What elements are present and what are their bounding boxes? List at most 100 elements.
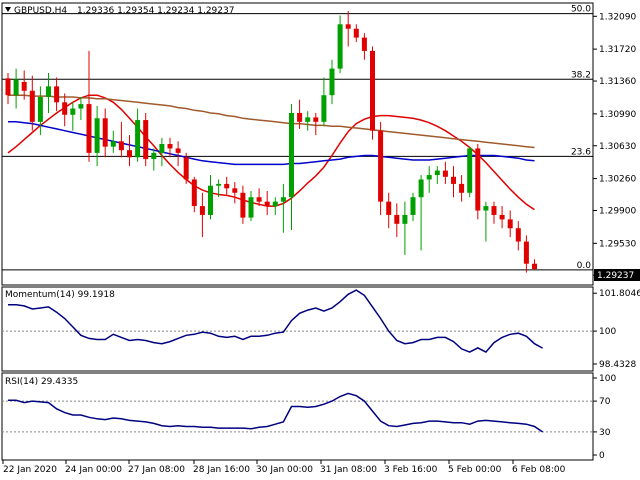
time-axis: 22 Jan 2020 24 Jan 00:00 27 Jan 08:00 28 Ja… (2, 459, 593, 475)
candle-body-20 (167, 144, 173, 149)
candle-body-48 (394, 214, 400, 224)
candle-body-62 (507, 219, 513, 229)
momentum-axis: 101.8046 100 98.4328 (593, 289, 640, 370)
rsi-tick-label-3: 0 (599, 451, 605, 461)
candle-body-31 (256, 197, 262, 202)
last-price-tag: 1.29237 (594, 269, 640, 281)
time-tick-label-1: 24 Jan 00:00 (65, 465, 122, 475)
symbol-label: GBPUSD,H4 (14, 6, 67, 16)
time-tick-label-5: 31 Jan 08:00 (320, 465, 377, 475)
candle-body-18 (151, 152, 157, 160)
candle-body-27 (224, 183, 230, 189)
price-tick-label-7: 1.29530 (599, 239, 636, 249)
candle-body-61 (499, 214, 505, 220)
candle-body-59 (483, 206, 489, 211)
candle-body-46 (378, 130, 384, 202)
fibonacci-levels: 50.0 38.2 23.6 0.0 (2, 5, 593, 271)
price-tick-label-1: 1.31720 (599, 45, 636, 55)
rsi-tick-label-2: 30 (599, 428, 611, 438)
candle-body-34 (280, 197, 286, 202)
candle-body-23 (191, 179, 197, 207)
price-axis: 1.32090 1.31720 1.31360 1.30990 1.30630 1.302… (593, 12, 636, 281)
ohlc-values: 1.29336 1.29354 1.29234 1.29237 (77, 6, 234, 16)
candle-body-19 (159, 144, 165, 153)
rsi-axis: 100 70 30 0 (593, 374, 616, 461)
candle-body-5 (46, 86, 51, 97)
candle-body-9 (78, 104, 84, 109)
ma_fast-line (7, 94, 535, 211)
collapse-triangle-icon[interactable] (5, 7, 11, 12)
candle-body-49 (402, 214, 408, 224)
candle-body-35 (289, 112, 294, 198)
time-tick-label-0: 22 Jan 2020 (3, 465, 57, 475)
last-price-text: 1.29237 (597, 271, 634, 281)
candle-body-8 (70, 108, 76, 115)
time-tick-label-8: 6 Feb 08:00 (512, 465, 566, 475)
fib-label-1: 38.2 (571, 70, 591, 80)
rsi-line (8, 392, 544, 433)
candle-body-2 (21, 81, 27, 91)
price-pane[interactable]: 50.038.223.60.0 1.320901.317201.313601.3… (1, 2, 640, 286)
momentum-line (8, 289, 543, 354)
candle-body-10 (86, 104, 92, 153)
time-tick-label-4: 30 Jan 00:00 (256, 465, 313, 475)
candle-body-41 (337, 24, 343, 69)
candle-body-29 (240, 192, 246, 218)
candle-body-38 (313, 117, 319, 122)
ma_slow-line (8, 94, 535, 149)
candle-body-12 (102, 118, 108, 147)
rsi-label: RSI(14) 29.4335 (5, 377, 78, 387)
price-tick-label-3: 1.30990 (599, 110, 636, 120)
candle-body-17 (143, 120, 149, 160)
price-tick-label-2: 1.31360 (599, 77, 636, 87)
candle-body-15 (127, 150, 132, 158)
momentum-tick-label-1: 100 (599, 327, 616, 337)
candles (5, 10, 537, 273)
candle-body-58 (475, 148, 481, 211)
candle-body-65 (532, 263, 537, 270)
candle-body-57 (467, 148, 473, 193)
price-pane-frame (1, 2, 594, 286)
candle-body-36 (297, 112, 303, 122)
momentum-pane[interactable]: 101.8046 100 98.4328 Momentum(14) 99.1918 (1, 286, 640, 372)
candle-body-43 (353, 28, 359, 38)
candle-body-24 (199, 206, 205, 215)
fib-label-2: 23.6 (571, 147, 591, 157)
candle-body-28 (232, 188, 238, 193)
candle-body-26 (216, 183, 222, 186)
time-tick-label-7: 5 Feb 00:00 (448, 465, 502, 475)
candle-body-0 (5, 78, 11, 96)
candle-body-32 (264, 201, 270, 207)
price-tick-label-5: 1.30260 (599, 175, 636, 185)
rsi-tick-label-0: 100 (599, 374, 616, 384)
candle-body-14 (118, 141, 124, 151)
candle-body-25 (208, 185, 213, 215)
candle-body-1 (13, 79, 19, 96)
candle-body-4 (37, 97, 43, 122)
candle-body-13 (110, 141, 116, 147)
candle-body-44 (361, 37, 367, 51)
candle-body-54 (442, 170, 448, 177)
momentum-pane-frame (1, 286, 594, 372)
candle-body-7 (62, 102, 68, 115)
candle-body-52 (426, 175, 432, 180)
candle-body-51 (418, 179, 424, 198)
symbol-header: GBPUSD,H4 1.29336 1.29354 1.29234 1.2923… (5, 6, 234, 16)
candle-body-3 (29, 90, 35, 122)
rsi-tick-label-1: 70 (599, 397, 611, 407)
candle-body-33 (272, 201, 278, 207)
candle-body-39 (321, 95, 327, 122)
time-tick-label-2: 27 Jan 08:00 (128, 465, 185, 475)
candle-body-55 (451, 176, 456, 184)
candle-body-37 (305, 117, 311, 122)
momentum-tick-label-0: 101.8046 (599, 289, 640, 299)
momentum-tick-label-2: 98.4328 (599, 360, 636, 370)
candle-body-42 (345, 24, 351, 29)
candle-body-56 (459, 183, 465, 193)
candle-body-50 (410, 197, 416, 215)
candle-body-45 (370, 50, 375, 131)
fib-label-3: 0.0 (577, 261, 592, 271)
candle-body-53 (434, 170, 440, 176)
candle-body-63 (515, 228, 521, 242)
